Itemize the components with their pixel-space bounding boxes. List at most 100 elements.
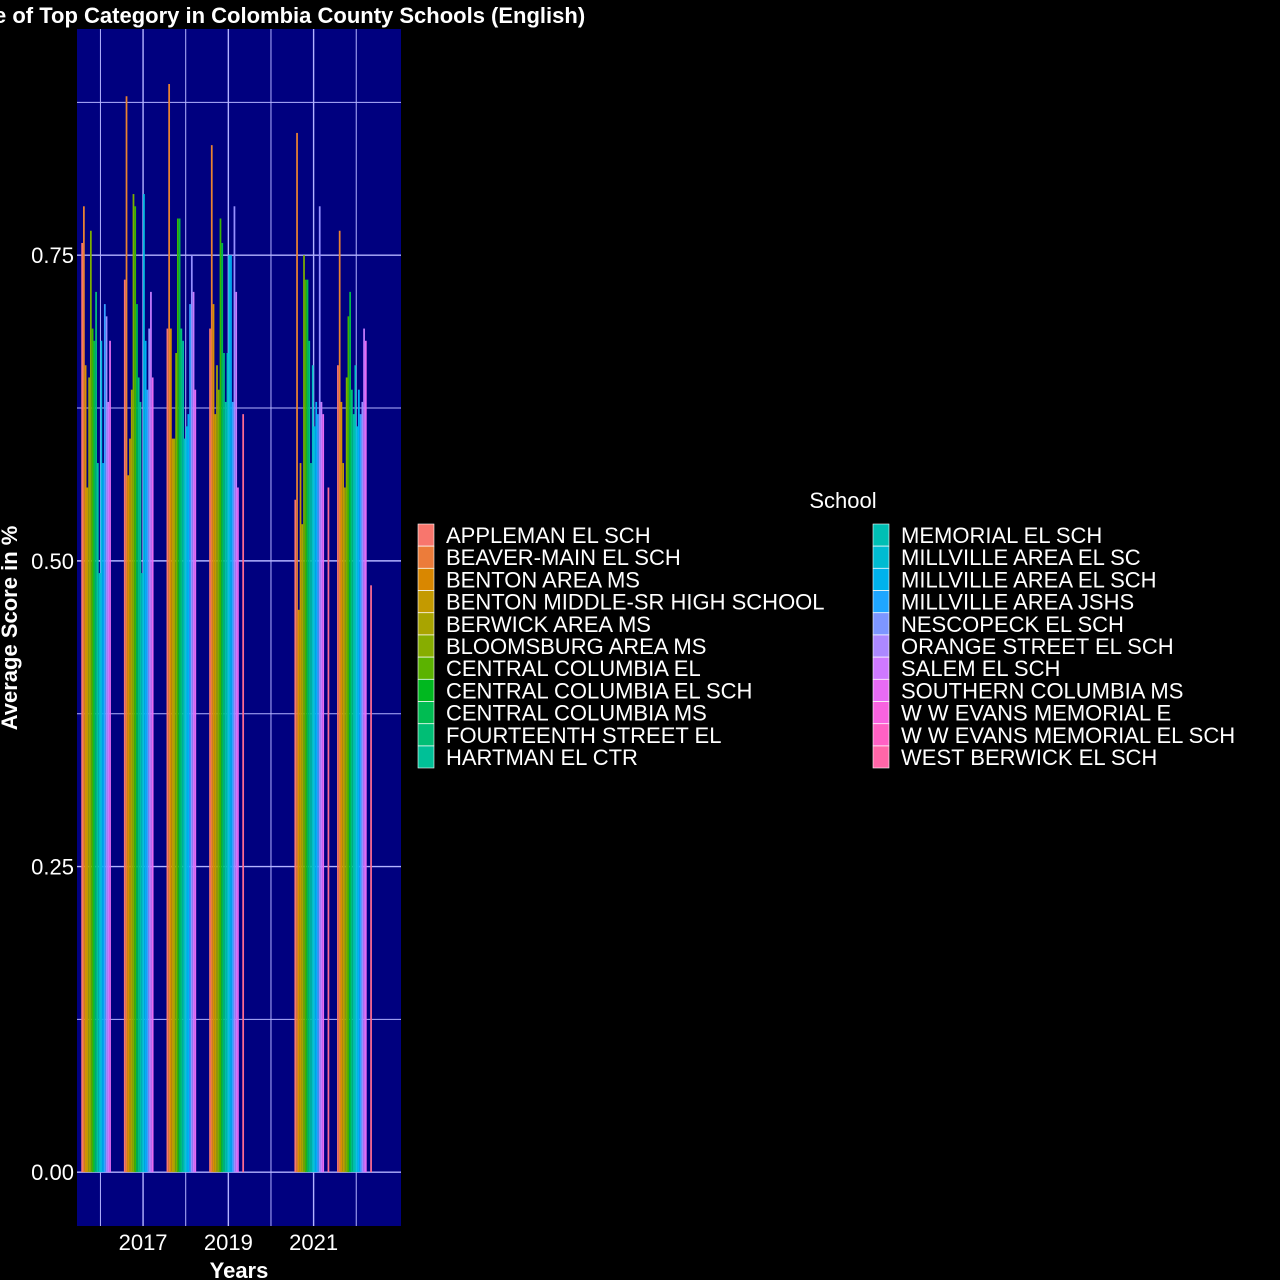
- bar: [167, 329, 169, 1173]
- bar: [213, 304, 215, 1172]
- bar: [127, 475, 129, 1172]
- bar: [223, 353, 225, 1172]
- legend-label: HARTMAN EL CTR: [446, 745, 638, 770]
- bar: [358, 390, 360, 1173]
- bar: [235, 292, 237, 1172]
- bar: [348, 316, 350, 1172]
- bar: [314, 426, 316, 1172]
- bar: [172, 439, 174, 1173]
- bar: [129, 439, 131, 1173]
- bar: [170, 329, 172, 1173]
- y-tick-label: 0.25: [31, 855, 74, 880]
- bar: [148, 329, 150, 1173]
- bar: [150, 292, 152, 1172]
- bar: [180, 329, 182, 1173]
- bar: [140, 402, 142, 1172]
- bar: [134, 206, 136, 1172]
- bar: [107, 402, 109, 1172]
- bar: [308, 341, 310, 1172]
- x-axis-title: Years: [210, 1258, 269, 1280]
- bar: [234, 206, 236, 1172]
- bar: [353, 414, 355, 1172]
- bar: [310, 463, 312, 1172]
- bar: [322, 414, 324, 1172]
- legend-key: [873, 546, 889, 568]
- x-axis-ticks: 2017 2019 2021: [119, 1230, 338, 1255]
- y-tick-label: 0.50: [31, 549, 74, 574]
- bar: [184, 439, 186, 1173]
- bar: [344, 488, 346, 1173]
- legend-key: [873, 568, 889, 590]
- legend-label: WEST BERWICK EL SCH: [901, 745, 1157, 770]
- bar: [315, 402, 317, 1172]
- bar: [351, 390, 353, 1173]
- bar: [177, 219, 179, 1173]
- legend-key: [873, 591, 889, 613]
- bar: [237, 488, 239, 1173]
- legend-title: School: [809, 488, 876, 513]
- bar: [365, 341, 367, 1172]
- y-axis-title: Average Score in %: [0, 526, 22, 731]
- bar: [228, 255, 230, 1172]
- bar: [218, 390, 220, 1173]
- bar: [100, 341, 102, 1172]
- x-tick-label: 2017: [119, 1230, 168, 1255]
- bar: [92, 329, 94, 1173]
- legend-key: [873, 702, 889, 724]
- x-tick-label: 2019: [204, 1230, 253, 1255]
- bar: [342, 463, 344, 1172]
- bar: [145, 341, 147, 1172]
- bar: [186, 426, 188, 1172]
- bar: [102, 463, 104, 1172]
- bar: [328, 488, 330, 1173]
- bar: [174, 439, 176, 1173]
- y-tick-label: 0.00: [31, 1160, 74, 1185]
- bar: [220, 219, 222, 1173]
- bar: [152, 377, 154, 1172]
- legend-key: [418, 613, 434, 635]
- bar: [321, 402, 323, 1172]
- bar: [363, 329, 365, 1173]
- legend-key: [418, 746, 434, 768]
- bar: [95, 292, 97, 1172]
- bar: [294, 500, 296, 1172]
- x-tick-label: 2021: [289, 1230, 338, 1255]
- legend-key: [873, 746, 889, 768]
- bar: [81, 243, 83, 1172]
- bar: [97, 463, 99, 1172]
- bar: [225, 402, 227, 1172]
- bar: [131, 390, 133, 1173]
- bar: [104, 304, 106, 1172]
- bar: [136, 304, 138, 1172]
- bar: [83, 206, 85, 1172]
- legend-key: [418, 591, 434, 613]
- bar: [209, 329, 211, 1173]
- bar: [90, 231, 92, 1172]
- legend-key: [873, 524, 889, 546]
- bar: [87, 488, 89, 1173]
- bar: [296, 133, 298, 1172]
- bar: [303, 255, 305, 1172]
- bar: [147, 390, 149, 1173]
- bar: [99, 573, 101, 1172]
- bar: [341, 402, 343, 1172]
- legend-key: [873, 635, 889, 657]
- bar: [361, 402, 363, 1172]
- bar: [307, 280, 309, 1173]
- legend-key: [418, 524, 434, 546]
- legend-key: [418, 679, 434, 701]
- bar: [182, 341, 184, 1172]
- bar: [93, 341, 95, 1172]
- bar: [211, 145, 213, 1172]
- bar: [312, 365, 314, 1172]
- bar: [88, 377, 90, 1172]
- legend-key: [418, 702, 434, 724]
- bar: [242, 414, 244, 1172]
- bar: [106, 316, 108, 1172]
- bar: [175, 353, 177, 1172]
- bar: [317, 414, 319, 1172]
- bar: [141, 573, 143, 1172]
- bar: [349, 292, 351, 1172]
- bar: [214, 414, 216, 1172]
- bar: [230, 255, 232, 1172]
